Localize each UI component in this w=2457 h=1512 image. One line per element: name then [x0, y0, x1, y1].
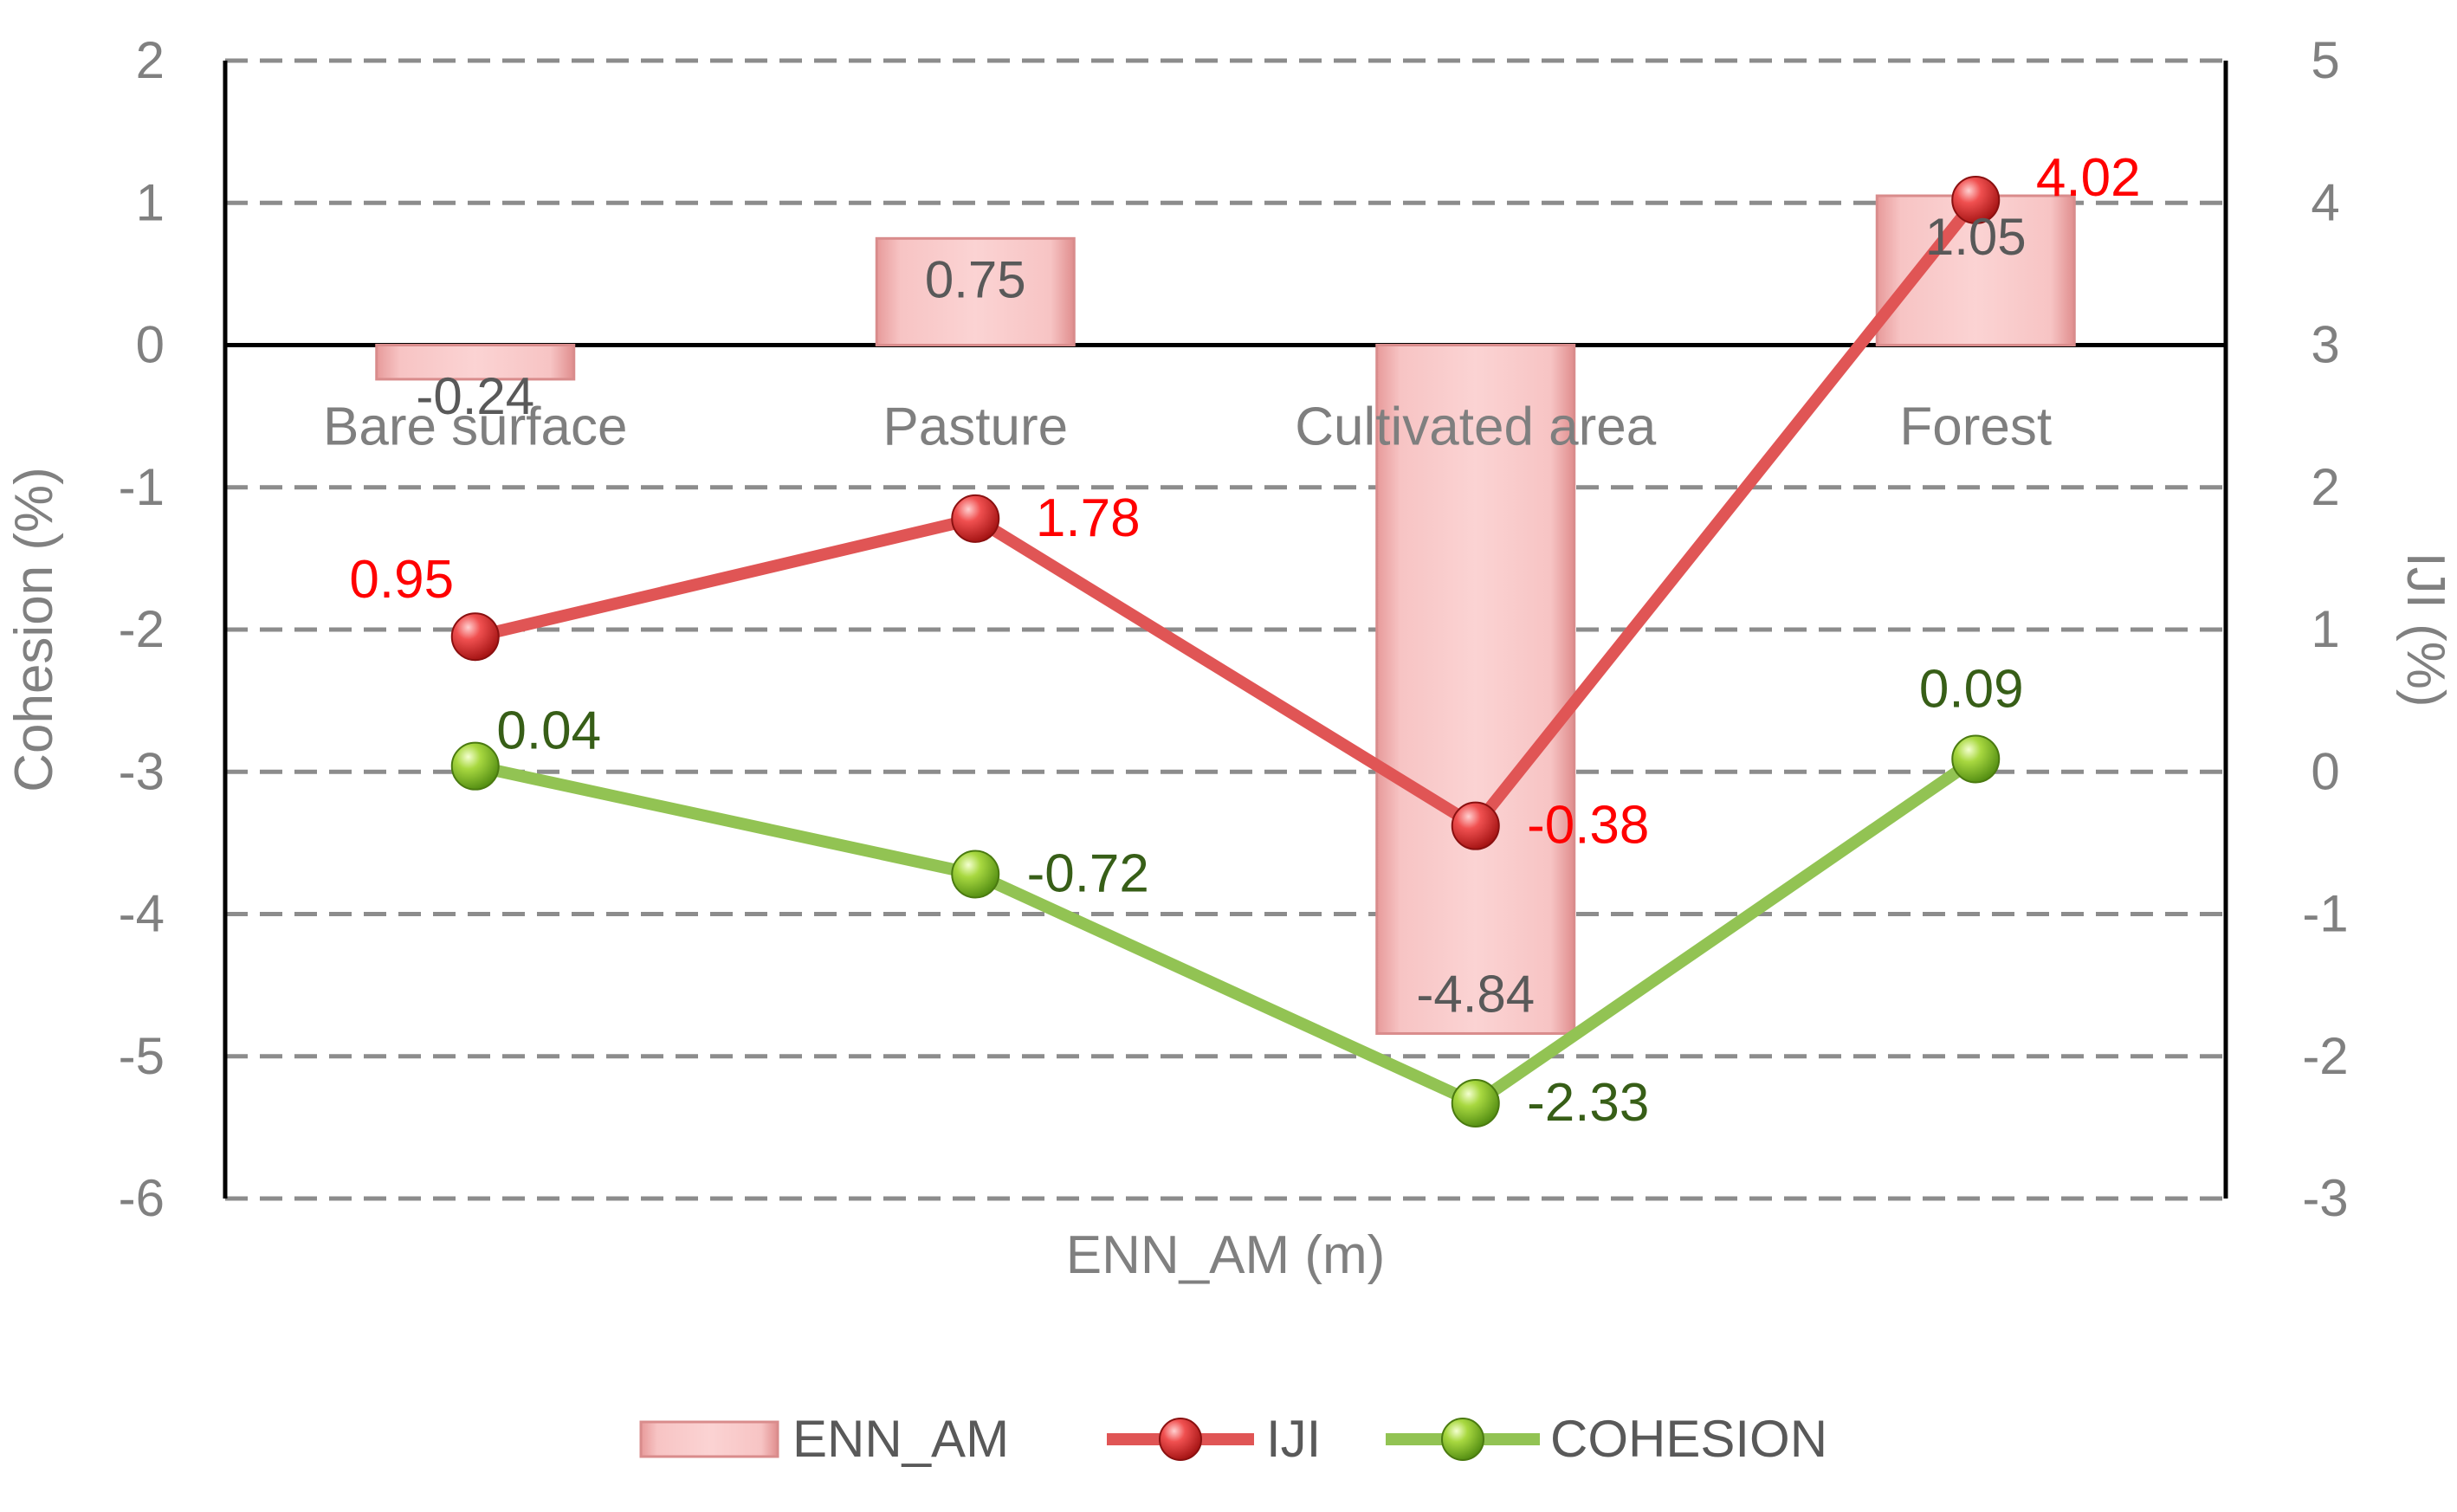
- cohesion-point-2: [1451, 1078, 1500, 1128]
- y-tick-label: -2: [119, 600, 165, 658]
- iji-data-label: 4.02: [2036, 148, 2141, 208]
- line-series: [450, 175, 2001, 1128]
- y2-tick-label: 3: [2311, 316, 2339, 374]
- bar-2: [1375, 344, 1576, 1035]
- y-tick-label: -4: [119, 885, 165, 943]
- enn-am-bars: [375, 194, 2076, 1035]
- bar-0: [375, 344, 576, 381]
- bar-data-label: 0.75: [925, 250, 1026, 308]
- y2-tick-label: 0: [2311, 742, 2339, 800]
- y2-tick-label: 5: [2311, 31, 2339, 89]
- y-axis-title: Cohesion (%): [4, 467, 64, 792]
- bar-data-label: -4.84: [1416, 965, 1535, 1023]
- category-label: Bare surface: [323, 397, 628, 457]
- cohesion-data-label: -0.72: [1027, 844, 1149, 904]
- y2-tick-label: -2: [2302, 1027, 2348, 1085]
- legend: ENN_AM IJI COHESION: [639, 1410, 1827, 1468]
- legend-swatch-iji-marker: [1159, 1418, 1202, 1461]
- category-labels: Bare surface Pasture Cultivated area Forest: [323, 397, 2052, 457]
- y-tick-label: -5: [119, 1027, 165, 1085]
- bar-1: [875, 236, 1076, 346]
- y-tick-label: -3: [119, 742, 165, 800]
- y2-tick-label: -1: [2302, 885, 2348, 943]
- y2-tick-label: 4: [2311, 173, 2339, 231]
- y2-tick-label: 2: [2311, 458, 2339, 516]
- data-labels: -0.24 0.75 -4.84 1.05 0.95 1.78 -0.38 4.02 0.04 -…: [349, 148, 2140, 1133]
- iji-point-0: [450, 612, 500, 662]
- cohesion-point-0: [450, 741, 500, 791]
- legend-swatch-enn-am: [639, 1420, 779, 1458]
- iji-point-2: [1451, 801, 1500, 850]
- iji-data-label: 0.95: [349, 550, 454, 610]
- category-label: Forest: [1899, 397, 2052, 457]
- y2-tick-label: 1: [2311, 600, 2339, 658]
- y-tick-label: 0: [136, 316, 165, 374]
- legend-label-iji: IJI: [1266, 1410, 1321, 1468]
- legend-label-enn-am: ENN_AM: [792, 1410, 1009, 1468]
- y-tick-label: -6: [119, 1169, 165, 1227]
- y2-tick-label: -3: [2302, 1169, 2348, 1227]
- axes: 2 1 0 -1 -2 -3 -4 -5 -6 5 4 3 2 1 0 -1 -2 -3 Cohesion (%) I…: [4, 31, 2455, 1285]
- cohesion-point-1: [951, 850, 1000, 899]
- iji-point-1: [951, 494, 1000, 543]
- y-tick-label: 1: [136, 173, 165, 231]
- y2-axis-title: IJI (%): [2396, 552, 2455, 707]
- cohesion-data-label: 0.09: [1919, 659, 2024, 719]
- y-tick-label: 2: [136, 31, 165, 89]
- iji-point-3: [1951, 175, 2001, 224]
- legend-swatch-cohesion-marker: [1441, 1418, 1484, 1461]
- cohesion-point-3: [1951, 734, 2001, 784]
- iji-line: [474, 196, 1981, 832]
- y-tick-label: -1: [119, 458, 165, 516]
- cohesion-data-label: -2.33: [1527, 1073, 1649, 1133]
- legend-label-cohesion: COHESION: [1550, 1410, 1827, 1468]
- iji-data-label: 1.78: [1036, 488, 1141, 548]
- category-label: Cultivated area: [1295, 397, 1657, 457]
- x-axis-title: ENN_AM (m): [1066, 1225, 1386, 1285]
- bar-data-label: 1.05: [1925, 208, 2027, 266]
- bar-data-label: -0.24: [416, 367, 534, 425]
- cohesion-line: [474, 753, 1980, 1109]
- cohesion-data-label: 0.04: [496, 701, 601, 761]
- category-label: Pasture: [883, 397, 1068, 457]
- iji-data-label: -0.38: [1527, 796, 1649, 856]
